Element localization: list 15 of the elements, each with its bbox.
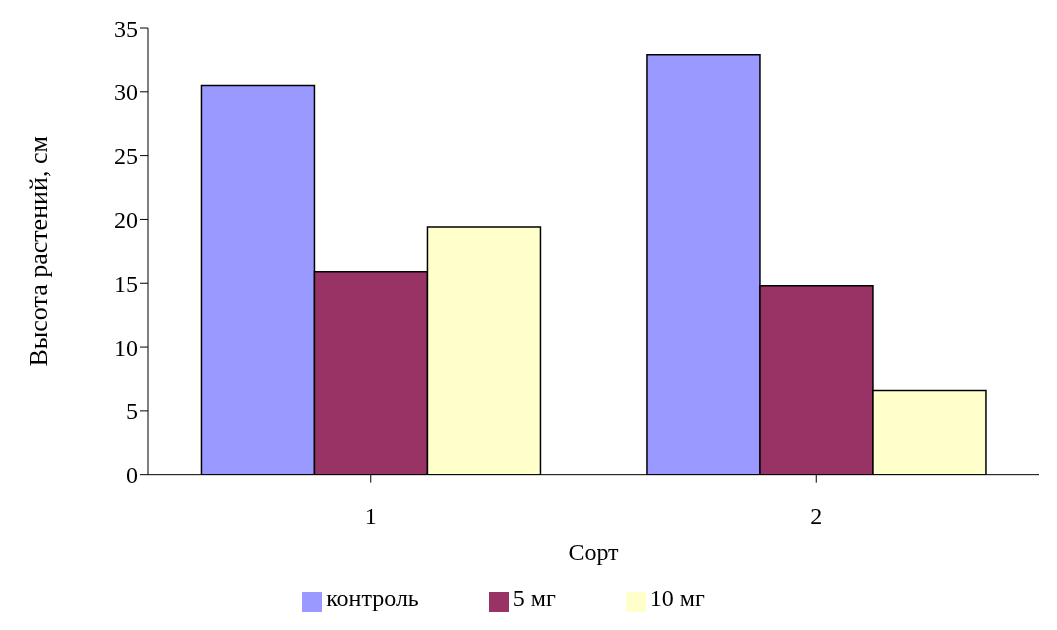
- x-tick-label: 1: [364, 502, 377, 529]
- x-tick-label: 2: [810, 502, 823, 529]
- y-axis-title: Высота растений, см: [24, 136, 54, 367]
- y-tick-label: 10: [114, 334, 138, 361]
- legend-label: 5 мг: [512, 584, 556, 611]
- y-tick-label: 0: [126, 462, 138, 489]
- y-tick-label: 30: [114, 79, 138, 106]
- y-tick-label: 25: [114, 143, 138, 170]
- x-axis-title: Сорт: [568, 538, 620, 565]
- legend-label: 10 мг: [649, 584, 705, 611]
- y-tick-label: 15: [114, 270, 138, 297]
- y-tick-label: 20: [114, 206, 138, 233]
- y-tick-label: 5: [126, 398, 138, 425]
- legend-label: контроль: [326, 584, 419, 611]
- y-tick-label: 35: [114, 15, 138, 42]
